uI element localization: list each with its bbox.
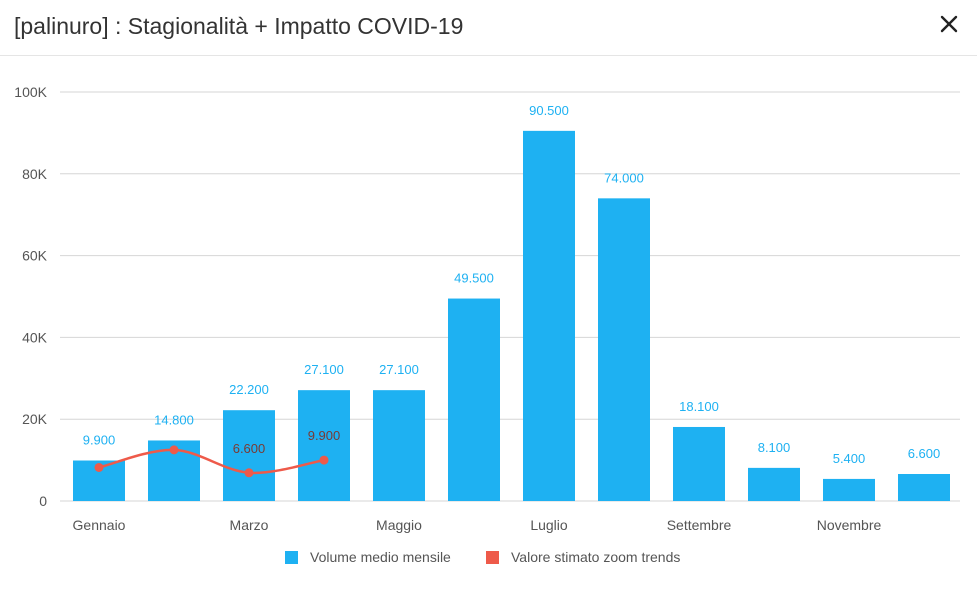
line-point[interactable] <box>319 455 329 465</box>
bar[interactable] <box>673 426 725 501</box>
x-tick-label: Marzo <box>230 517 269 533</box>
y-tick-label: 0 <box>39 493 47 509</box>
bar[interactable] <box>898 474 950 501</box>
y-tick-label: 80K <box>22 166 48 182</box>
bar-data-label: 14.800 <box>154 412 194 427</box>
dialog-header: [palinuro] : Stagionalità + Impatto COVI… <box>0 0 977 56</box>
y-tick-label: 20K <box>22 411 48 427</box>
y-tick-label: 40K <box>22 329 48 345</box>
x-tick-label: Settembre <box>667 517 732 533</box>
bar[interactable] <box>523 130 575 501</box>
legend-label-estimate: Valore stimato zoom trends <box>511 549 681 565</box>
line-data-label: 9.900 <box>308 428 341 443</box>
bar[interactable] <box>448 298 500 501</box>
bar-data-label: 22.200 <box>229 382 269 397</box>
x-tick-label: Luglio <box>530 517 568 533</box>
bar[interactable] <box>373 390 425 501</box>
bar[interactable] <box>823 478 875 501</box>
bar-data-label: 27.100 <box>379 362 419 377</box>
line-point[interactable] <box>169 445 179 455</box>
y-tick-label: 60K <box>22 248 48 264</box>
x-tick-label: Maggio <box>376 517 422 533</box>
y-tick-label: 100K <box>14 84 47 100</box>
chart-area: 0 20K 40K 60K 80K 100K 9.900 14.800 22.200 27.100… <box>14 84 960 533</box>
legend-item-estimate[interactable]: Valore stimato zoom trends <box>486 549 680 565</box>
bar-data-label: 90.500 <box>529 103 569 118</box>
bar-data-label: 74.000 <box>604 170 644 185</box>
bar-data-label: 18.100 <box>679 399 719 414</box>
bar-data-label: 6.600 <box>908 446 941 461</box>
bar-data-label: 9.900 <box>83 433 116 448</box>
dialog-title: [palinuro] : Stagionalità + Impatto COVI… <box>14 13 464 39</box>
x-tick-label: Gennaio <box>73 517 126 533</box>
legend-label-volume: Volume medio mensile <box>310 549 451 565</box>
chart-legend: Volume medio mensile Valore stimato zoom… <box>0 549 977 569</box>
line-data-label: 6.600 <box>233 441 266 456</box>
legend-swatch-volume <box>285 550 298 564</box>
bar-data-label: 49.500 <box>454 271 494 286</box>
bar[interactable] <box>298 390 350 501</box>
bar[interactable] <box>223 410 275 501</box>
bar-data-label: 8.100 <box>758 440 791 455</box>
bar-data-label: 5.400 <box>833 451 866 466</box>
line-point[interactable] <box>94 462 104 472</box>
x-tick-label: Novembre <box>817 517 882 533</box>
legend-swatch-estimate <box>486 550 499 564</box>
close-icon[interactable] <box>937 12 961 36</box>
line-series-path <box>98 448 325 475</box>
legend-item-volume[interactable]: Volume medio mensile <box>285 549 451 565</box>
bar[interactable] <box>598 198 650 501</box>
bar[interactable] <box>748 467 800 501</box>
line-point[interactable] <box>244 468 254 478</box>
bar-data-label: 27.100 <box>304 362 344 377</box>
